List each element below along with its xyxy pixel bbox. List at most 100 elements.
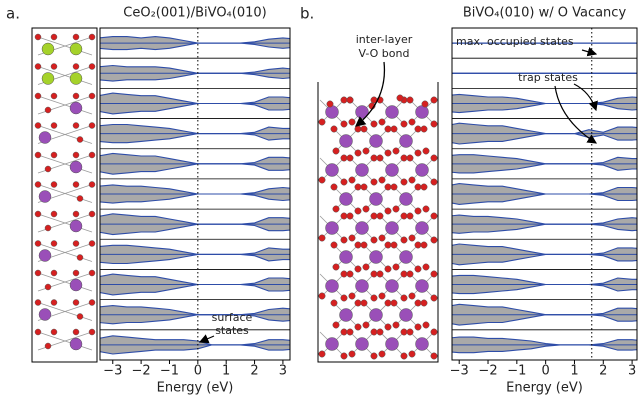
dos-curve (430, 134, 641, 144)
atom (341, 295, 347, 301)
atom (326, 338, 339, 351)
atom (361, 126, 367, 132)
atom (415, 184, 421, 190)
atom (51, 64, 57, 70)
atom (347, 329, 353, 335)
atom (423, 206, 429, 212)
plot-area (430, 43, 641, 353)
atom (377, 271, 383, 277)
atom (39, 309, 51, 321)
atom (423, 264, 429, 270)
atom (89, 329, 95, 335)
dos-curve (84, 93, 311, 103)
atom (42, 73, 54, 85)
atom (363, 264, 369, 270)
figure: a. b. inter-layer V-O bond CeO₂(001)/BiV… (0, 0, 641, 396)
atom (70, 43, 82, 55)
atom (393, 206, 399, 212)
atom (333, 264, 339, 270)
atom (371, 121, 377, 127)
atom (341, 179, 347, 185)
atom (415, 150, 421, 156)
chart-title: BiVO₄(010) w/ O Vacancy (463, 6, 627, 21)
atom (386, 280, 399, 293)
x-tick-label: 1 (222, 364, 230, 379)
atom (386, 164, 399, 177)
atom (45, 343, 51, 349)
atom (386, 222, 399, 235)
atom (327, 101, 333, 107)
atom (356, 222, 369, 235)
annotation: max. occupied states (456, 35, 574, 48)
atom (391, 184, 397, 190)
atom (341, 213, 347, 219)
x-tick-label: −3 (103, 364, 122, 379)
atom (401, 329, 407, 335)
atom (401, 295, 407, 301)
atom (431, 97, 437, 103)
atom (39, 132, 51, 144)
atom (51, 300, 57, 306)
atom (89, 152, 95, 158)
atom (423, 322, 429, 328)
atom (341, 97, 347, 103)
dos-curve (430, 184, 641, 194)
atom (39, 250, 51, 262)
atom (356, 164, 369, 177)
atom (379, 119, 385, 125)
dos-curve (430, 123, 641, 133)
atom (407, 271, 413, 277)
atom (363, 322, 369, 328)
atom (341, 353, 347, 359)
atom (35, 34, 41, 40)
atom (409, 119, 415, 125)
atom (415, 300, 421, 306)
atom (349, 235, 355, 241)
annotation-arrow (582, 50, 596, 54)
atom (371, 295, 377, 301)
x-tick-label: −2 (478, 364, 497, 379)
atom (326, 164, 339, 177)
atom (371, 237, 377, 243)
atom (331, 242, 337, 248)
x-axis-label: Energy (eV) (506, 381, 583, 396)
x-tick-label: 3 (628, 364, 636, 379)
atom (51, 152, 57, 158)
atom (386, 106, 399, 119)
atom (401, 353, 407, 359)
atom (385, 150, 391, 156)
x-tick-label: −3 (450, 364, 469, 379)
atom (371, 271, 377, 277)
atom (391, 126, 397, 132)
atom (416, 280, 429, 293)
dos-curve (430, 194, 641, 204)
atom (347, 97, 353, 103)
atom (431, 237, 437, 243)
atom (70, 161, 82, 173)
atom (361, 242, 367, 248)
panel-label: a. (6, 5, 20, 23)
atom (319, 177, 325, 183)
atom (407, 213, 413, 219)
dos-curve (430, 104, 641, 113)
atom (400, 251, 413, 264)
dos-curve (430, 244, 641, 254)
atom (431, 271, 437, 277)
atom (89, 93, 95, 99)
atom (73, 64, 79, 70)
dos-curve (430, 155, 641, 164)
atom (89, 123, 95, 129)
x-axis-label: Energy (eV) (157, 381, 234, 396)
atom (73, 300, 79, 306)
atom (400, 193, 413, 206)
atom (386, 338, 399, 351)
atom (341, 237, 347, 243)
atom (355, 242, 361, 248)
atom (422, 101, 428, 107)
atom (319, 235, 325, 241)
atom (401, 237, 407, 243)
atom (347, 213, 353, 219)
atom (415, 266, 421, 272)
atom (333, 148, 339, 154)
atom (416, 338, 429, 351)
